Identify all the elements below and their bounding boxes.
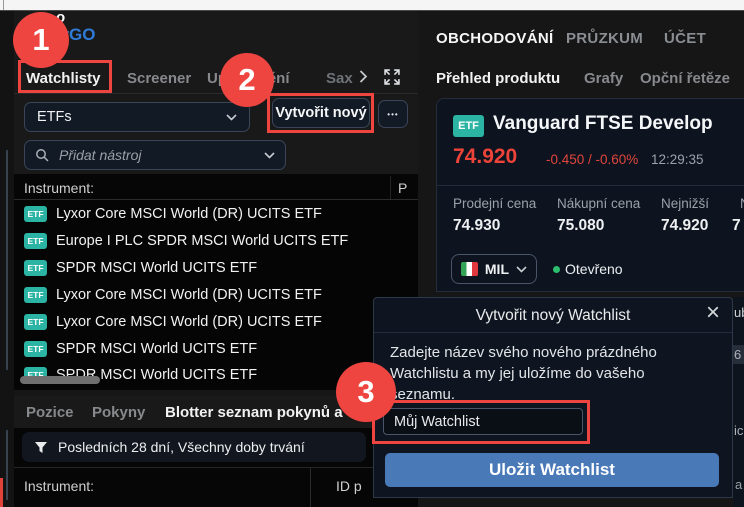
watchlist-name-input[interactable]: [383, 408, 583, 435]
annotation-box-name-input: [372, 400, 590, 444]
nav-account[interactable]: ÚČET: [664, 30, 707, 47]
tabs-next-arrow-icon[interactable]: [359, 70, 368, 88]
annotation-box-watchlists: [18, 60, 112, 93]
market-open-dot: [553, 266, 560, 273]
stat-ask-value: 75.080: [557, 217, 605, 234]
watchlist-tabbar-divider: [14, 93, 418, 94]
horizontal-scrollbar[interactable]: [20, 376, 100, 384]
stat-bid-label: Prodejní cena: [453, 196, 537, 211]
orders-column-divider: [310, 468, 311, 507]
modal-body-text: Zadejte název svého nového prázdného Wat…: [390, 344, 657, 403]
product-change: -0.450 / -0.60%: [546, 152, 639, 167]
price-column-header-fragment: P: [398, 180, 408, 196]
modal-title-divider: [374, 332, 732, 333]
list-item[interactable]: ETF Lyxor Core MSCI World (DR) UCITS ETF: [14, 308, 418, 336]
tab-screener[interactable]: Screener: [127, 70, 192, 87]
etf-type-icon: ETF: [24, 259, 47, 276]
product-card: ETF Vanguard FTSE Develop 74.920 -0.450 …: [436, 98, 744, 292]
etf-type-icon: ETF: [24, 313, 47, 330]
annotation-step-2: 2: [220, 53, 274, 107]
occluded-fragment: ub: [734, 305, 744, 320]
search-icon: [35, 148, 49, 162]
occluded-fragment: 6 r: [733, 345, 744, 364]
annotation-box-create-new: [267, 93, 374, 133]
etf-type-icon: ETF: [24, 232, 47, 249]
stat-high-value-fragment: 7: [732, 217, 741, 234]
list-header-divider: [14, 199, 418, 200]
annotation-step-1: 1: [13, 12, 69, 68]
add-instrument-search[interactable]: [24, 140, 286, 170]
tab-charts[interactable]: Grafy: [584, 70, 624, 87]
etf-type-icon: ETF: [24, 286, 47, 303]
nav-trading[interactable]: OBCHODOVÁNÍ: [436, 30, 554, 47]
stat-bid-value: 74.930: [453, 217, 501, 234]
create-new-watchlist-button[interactable]: Vytvořit nový: [272, 98, 370, 128]
product-name: Vanguard FTSE Develop: [493, 113, 713, 134]
saxo-logo-fragment: o: [56, 9, 66, 26]
list-item[interactable]: ETF Lyxor Core MSCI World (DR) UCITS ETF: [14, 281, 418, 309]
expand-panel-icon[interactable]: [384, 69, 400, 90]
watchlist-select-value: ETFs: [37, 109, 72, 125]
left-edge-line: [6, 150, 8, 370]
instrument-column-header: Instrument:: [24, 180, 95, 196]
chevron-down-icon: [516, 265, 527, 273]
list-item[interactable]: ETF SPDR MSCI World UCITS ETF: [14, 254, 418, 282]
italy-flag-icon: [461, 262, 478, 276]
stat-low-label: Nejnižší: [661, 196, 710, 211]
chevron-down-icon: [226, 108, 237, 126]
tab-overflow-truncated[interactable]: Sax: [326, 70, 353, 87]
search-chevron-down-icon[interactable]: [264, 151, 275, 159]
left-edge-line2: [6, 430, 8, 500]
orders-header-divider: [14, 467, 418, 468]
watchlist-select[interactable]: ETFs: [24, 102, 250, 132]
etf-type-icon: ETF: [24, 340, 47, 357]
card-divider: [437, 185, 744, 186]
list-item[interactable]: ETF SPDR MSCI World UCITS ETF: [14, 335, 418, 363]
orders-instrument-header: Instrument:: [24, 478, 95, 494]
etf-type-icon: ETF: [453, 115, 484, 137]
browser-chrome-strip: [0, 0, 744, 11]
list-item[interactable]: ETF Lyxor Core MSCI World (DR) UCITS ETF: [14, 200, 418, 228]
save-watchlist-button[interactable]: Uložit Watchlist: [385, 453, 719, 487]
etf-type-icon: ETF: [24, 205, 47, 222]
stat-low-value: 74.920: [661, 217, 709, 234]
chrome-divider: [3, 0, 4, 10]
filter-funnel-icon: [34, 441, 48, 454]
product-time: 12:29:35: [651, 152, 704, 167]
occluded-panel-sliver: ub 6 r ic a: [733, 297, 744, 507]
exchange-code: MIL: [484, 261, 509, 277]
exchange-select[interactable]: MIL: [451, 254, 537, 284]
list-item[interactable]: ETF Europe I PLC SPDR MSCI World UCITS E…: [14, 227, 418, 255]
orders-id-header-fragment: ID p: [336, 478, 362, 494]
stat-ask-label: Nákupní cena: [557, 196, 641, 211]
occluded-fragment: a: [735, 477, 743, 492]
create-watchlist-modal: Vytvořit nový Watchlist × Zadejte název …: [373, 297, 733, 498]
stat-high-label-fragment: N: [740, 196, 744, 211]
tab-positions[interactable]: Pozice: [26, 404, 74, 421]
tab-blotter[interactable]: Blotter seznam pokynů a ob: [165, 404, 366, 421]
modal-title: Vytvořit nový Watchlist: [475, 307, 631, 324]
product-price: 74.920: [453, 145, 518, 168]
tab-watchlists[interactable]: Watchlisty: [26, 70, 101, 87]
left-edge-red-sliver: [0, 478, 3, 507]
tab-product-overview[interactable]: Přehled produktu: [436, 70, 561, 87]
market-status: Otevřeno: [565, 261, 623, 277]
tab-option-chain[interactable]: Opční řetěze: [640, 70, 731, 87]
nav-research[interactable]: PRŮZKUM: [566, 30, 644, 47]
occluded-fragment: ic: [734, 423, 744, 438]
close-icon[interactable]: ×: [705, 299, 720, 326]
orders-filter-button[interactable]: Posledních 28 dní, Všechny doby trvání: [22, 432, 366, 462]
tab-orders[interactable]: Pokyny: [92, 404, 146, 421]
annotation-step-3: 3: [336, 362, 396, 422]
search-input[interactable]: [57, 146, 264, 164]
more-options-button[interactable]: •••: [378, 100, 408, 128]
